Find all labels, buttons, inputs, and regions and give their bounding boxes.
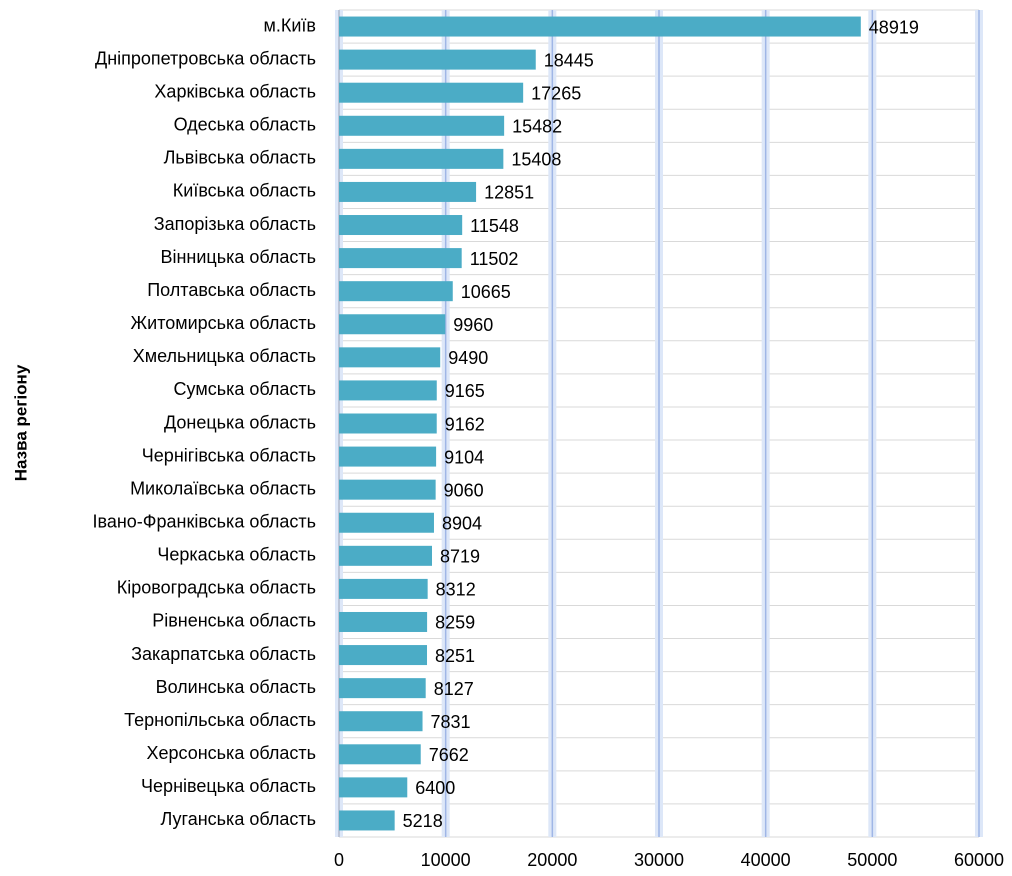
data-label: 11502 xyxy=(470,249,519,269)
data-label: 9490 xyxy=(448,348,488,368)
bar xyxy=(339,82,524,103)
bar xyxy=(339,380,437,401)
y-tick-label: Волинська область xyxy=(156,677,316,697)
bar xyxy=(339,181,477,202)
data-label: 8251 xyxy=(435,646,475,666)
y-tick-label: Тернопільська область xyxy=(124,710,316,730)
x-tick-label: 30000 xyxy=(634,850,684,870)
bar xyxy=(339,115,505,136)
data-label: 9165 xyxy=(445,381,485,401)
bar xyxy=(339,347,441,368)
y-tick-label: Сумська область xyxy=(174,379,316,399)
data-label: 12851 xyxy=(484,183,534,203)
bar xyxy=(339,413,437,434)
y-tick-label: Київська область xyxy=(173,181,316,201)
data-label: 18445 xyxy=(544,50,594,70)
x-tick-label: 60000 xyxy=(954,850,1004,870)
data-label: 11548 xyxy=(470,216,519,236)
y-tick-label: Полтавська область xyxy=(147,280,316,300)
bar xyxy=(339,678,426,699)
data-label: 9162 xyxy=(445,414,485,434)
bar xyxy=(339,215,463,236)
data-label: 8719 xyxy=(440,547,480,567)
data-label: 15408 xyxy=(511,150,561,170)
bar xyxy=(339,512,434,533)
data-label: 9104 xyxy=(444,447,484,467)
y-tick-label: Херсонська область xyxy=(147,743,317,763)
y-tick-label: Харківська область xyxy=(154,81,316,101)
data-label: 8904 xyxy=(442,513,482,533)
data-label: 8312 xyxy=(436,580,476,600)
data-label: 17265 xyxy=(531,83,581,103)
data-label: 5218 xyxy=(403,811,443,831)
bar xyxy=(339,148,504,169)
y-tick-label: Житомирська область xyxy=(131,313,316,333)
data-label: 10665 xyxy=(461,282,511,302)
y-tick-label: Вінницька область xyxy=(160,247,316,267)
x-tick-label: 10000 xyxy=(421,850,471,870)
bar xyxy=(339,711,423,732)
x-tick-label: 50000 xyxy=(847,850,897,870)
bar xyxy=(339,810,395,831)
bar xyxy=(339,611,428,632)
bar xyxy=(339,645,428,666)
y-tick-label: Чернівецька область xyxy=(141,776,316,796)
data-label: 8259 xyxy=(435,613,475,633)
bar xyxy=(339,16,861,37)
y-tick-label: Одеська область xyxy=(174,115,316,135)
bar xyxy=(339,578,428,599)
data-label: 9060 xyxy=(444,480,484,500)
y-tick-label: Луганська область xyxy=(161,809,316,829)
y-tick-label: Запорізька область xyxy=(154,214,316,234)
y-tick-label: Хмельницька область xyxy=(133,346,316,366)
data-label: 7662 xyxy=(429,745,469,765)
bar xyxy=(339,248,462,269)
bar xyxy=(339,545,433,566)
data-label: 9960 xyxy=(453,315,493,335)
bar xyxy=(339,281,453,302)
y-tick-label: Дніпропетровська область xyxy=(95,48,316,68)
bar xyxy=(339,314,446,335)
y-tick-label: Львівська область xyxy=(164,148,316,168)
y-tick-label: Чернігівська область xyxy=(142,445,316,465)
bar xyxy=(339,479,436,500)
x-tick-label: 0 xyxy=(334,850,344,870)
bar xyxy=(339,446,437,467)
y-tick-label: Кіровоградська область xyxy=(117,578,316,598)
bar xyxy=(339,49,536,70)
data-label: 7831 xyxy=(431,712,471,732)
y-tick-label: Донецька область xyxy=(164,412,316,432)
y-tick-label: м.Київ xyxy=(264,15,316,35)
y-tick-label: Черкаська область xyxy=(157,545,316,565)
data-label: 6400 xyxy=(415,778,455,798)
y-tick-label: Закарпатська область xyxy=(131,644,316,664)
y-tick-label: Рівненська область xyxy=(152,611,316,631)
y-tick-label: Івано-Франківська область xyxy=(92,511,316,531)
y-tick-label: Миколаївська область xyxy=(130,478,316,498)
data-label: 8127 xyxy=(434,679,474,699)
y-axis-label: Назва регіону xyxy=(11,364,30,481)
data-label: 48919 xyxy=(869,17,919,37)
data-label: 15482 xyxy=(512,117,562,137)
bar xyxy=(339,777,408,798)
x-tick-label: 40000 xyxy=(741,850,791,870)
x-tick-label: 20000 xyxy=(527,850,577,870)
bar xyxy=(339,744,421,765)
